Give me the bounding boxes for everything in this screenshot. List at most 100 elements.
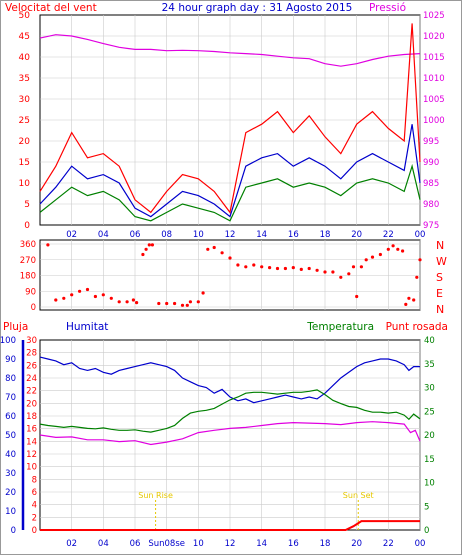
direction-point [101, 293, 105, 297]
wind-x-tick-label: 02 [66, 230, 77, 240]
left-axis-title: Velocitat del vent [5, 2, 97, 14]
rain-tick: 2 [32, 513, 37, 523]
temperature-ticks: 0 5 10 15 20 25 30 35 40 [424, 336, 435, 536]
graph-title: 24 hour graph day : 31 Agosto 2015 [162, 2, 353, 14]
direction-left-ticks: 0 90 180 270 360 [20, 240, 36, 313]
bottom-x-tick-label: 18 [320, 539, 331, 549]
bottom-grid [40, 340, 421, 530]
direction-point [315, 268, 319, 272]
direction-point [196, 300, 200, 304]
wind-right-ticks: 975 980 985 990 995 1000 1005 1010 1015 1020 1025 [423, 11, 445, 231]
wind-series-r-fega [39, 23, 421, 214]
bottom-x-tick-label: Sun08se [148, 539, 185, 549]
temperature-tick: 40 [424, 336, 435, 346]
direction-point [339, 275, 343, 279]
temperature-tick: 20 [424, 431, 435, 441]
wind-series-velocitat [39, 163, 421, 222]
direction-point [144, 247, 148, 251]
humidity-tick: 20 [5, 488, 16, 498]
temperature-tick: 30 [424, 384, 435, 394]
direction-points [46, 243, 422, 307]
compass-label: N [436, 303, 444, 316]
direction-point [331, 270, 335, 274]
wind-x-tick-label: 18 [320, 230, 331, 240]
direction-point [355, 294, 359, 299]
wind-speed-tick: 15 [19, 158, 30, 168]
direction-point [386, 247, 390, 251]
rain-tick: 16 [26, 425, 37, 435]
direction-point [46, 243, 50, 247]
bottom-x-tick-label: 12 [225, 539, 236, 549]
direction-point [201, 291, 205, 295]
wind-series [39, 23, 421, 222]
pressure-tick: 1000 [423, 116, 445, 126]
humidity-tick: 60 [5, 412, 16, 422]
bottom-series-temperatura [39, 389, 421, 433]
direction-point [165, 301, 169, 306]
bottom-x-tick-label: 02 [66, 539, 77, 549]
humidity-tick: 50 [5, 431, 16, 441]
rain-tick: 26 [26, 361, 37, 371]
pressure-tick: 985 [423, 179, 439, 189]
direction-point [236, 263, 240, 267]
humidity-tick: 70 [5, 393, 16, 403]
direction-point [180, 303, 185, 307]
wind-x-tick-label: 12 [225, 230, 236, 240]
compass-label: N [436, 239, 444, 252]
compass-label: E [436, 287, 443, 300]
rain-tick: 24 [26, 374, 37, 384]
direction-point [70, 293, 74, 297]
rain-label: Pluja [3, 321, 28, 333]
temperature-tick: 15 [424, 455, 435, 465]
sun-annotation-label: Sun Rise [138, 491, 173, 500]
bottom-x-tick-label: 06 [130, 539, 141, 549]
temperature-tick: 10 [424, 479, 435, 489]
humidity-tick: 80 [5, 374, 16, 384]
wind-left-ticks: 0 5 10 15 20 25 30 35 40 45 50 [19, 11, 31, 231]
wind-speed-tick: 5 [24, 200, 30, 210]
wind-x-tick-label: 00 [415, 230, 426, 240]
bottom-x-ticks: 02 04 06 Sun08se 10 12 14 16 18 20 22 00 [66, 539, 425, 549]
wind-grid [40, 15, 421, 225]
rain-tick: 22 [26, 387, 37, 397]
direction-point [188, 300, 192, 304]
direction-point [244, 265, 248, 269]
wind-x-tick-label: 08 [161, 230, 172, 240]
direction-point [396, 247, 400, 251]
bottom-series [39, 356, 421, 531]
direction-point [173, 301, 177, 306]
dewpoint-label: Punt rosada [386, 321, 448, 333]
direction-point [260, 265, 264, 269]
direction-point [157, 301, 161, 306]
direction-point [391, 244, 395, 248]
rain-tick: 18 [26, 412, 37, 422]
rain-tick: 20 [26, 399, 37, 409]
direction-point [347, 272, 351, 276]
direction-point [150, 243, 154, 247]
direction-point [323, 270, 327, 274]
direction-degree-tick: 360 [20, 240, 36, 250]
wind-speed-tick: 35 [19, 74, 30, 84]
bottom-x-tick-label: 10 [193, 539, 204, 549]
humidity-tick: 100 [0, 336, 16, 346]
direction-point [252, 263, 256, 267]
bottom-x-tick-label: 00 [415, 539, 426, 549]
wind-x-tick-label: 16 [288, 230, 299, 240]
humidity-tick: 40 [5, 450, 16, 460]
wind-speed-tick: 20 [19, 137, 31, 147]
sun-annotations: Sun Rise Sun Set [138, 491, 374, 530]
bottom-x-tick-label: 16 [288, 539, 299, 549]
wind-speed-tick: 45 [19, 32, 30, 42]
bottom-series-pluja [40, 520, 420, 531]
direction-point [228, 256, 232, 260]
humidity-label: Humitat [66, 321, 108, 333]
humidity-tick: 0 [11, 526, 16, 536]
direction-point [307, 266, 311, 271]
wind-x-tick-label: 04 [98, 230, 109, 240]
pressure-tick: 980 [423, 200, 439, 210]
direction-point [370, 255, 375, 259]
